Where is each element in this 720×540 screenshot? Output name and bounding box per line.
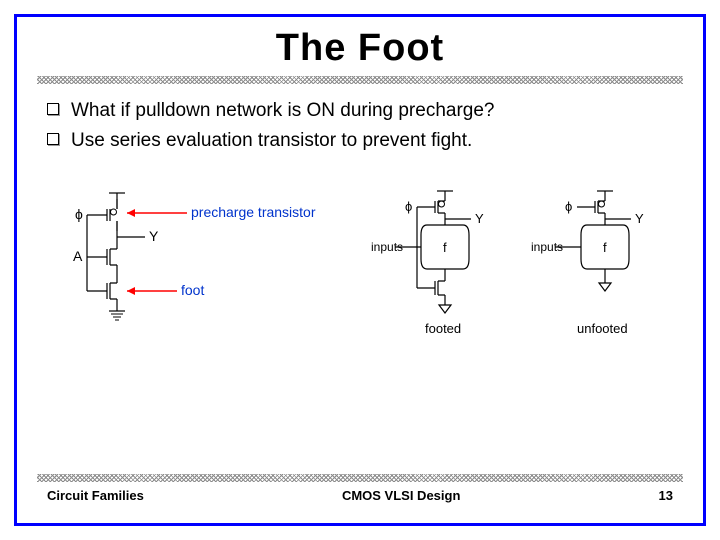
divider-bottom [37,474,683,482]
svg-text:footed: footed [425,321,461,336]
foot-label: foot [181,282,204,298]
diagram-left: ϕ Y A [73,193,316,320]
footer-row: Circuit Families CMOS VLSI Design 13 [37,482,683,503]
svg-text:inputs: inputs [371,240,403,254]
bullet-1: What if pulldown network is ON during pr… [47,98,673,124]
svg-text:ϕ: ϕ [405,199,412,214]
footer-right: 13 [659,488,673,503]
diagram-right: ϕ Y f inputs unfooted [531,191,644,336]
phi-label: ϕ [75,206,83,222]
a-label: A [73,248,83,264]
content-area: What if pulldown network is ON during pr… [17,84,703,381]
bullet-marker [47,103,59,115]
bullet-2: Use series evaluation transistor to prev… [47,128,673,154]
footer-center: CMOS VLSI Design [342,488,460,503]
y-label: Y [149,228,159,244]
svg-text:f: f [443,240,447,255]
svg-text:Y: Y [475,211,484,226]
svg-text:unfooted: unfooted [577,321,628,336]
svg-text:f: f [603,240,607,255]
divider-top [37,76,683,84]
bullet-text: What if pulldown network is ON during pr… [71,98,494,124]
circuit-diagrams: ϕ Y A [47,181,673,381]
bullet-marker [47,133,59,145]
svg-text:ϕ: ϕ [565,199,572,214]
diagram-middle: ϕ Y f inputs [371,191,484,336]
svg-text:Y: Y [635,211,644,226]
slide-title: The Foot [17,17,703,76]
footer: Circuit Families CMOS VLSI Design 13 [37,474,683,503]
svg-text:inputs: inputs [531,240,563,254]
precharge-label: precharge transistor [191,204,316,220]
bullet-text: Use series evaluation transistor to prev… [71,128,472,154]
footer-left: Circuit Families [47,488,144,503]
slide-frame: The Foot What if pulldown network is ON … [14,14,706,526]
diagram-svg: ϕ Y A [47,181,687,381]
